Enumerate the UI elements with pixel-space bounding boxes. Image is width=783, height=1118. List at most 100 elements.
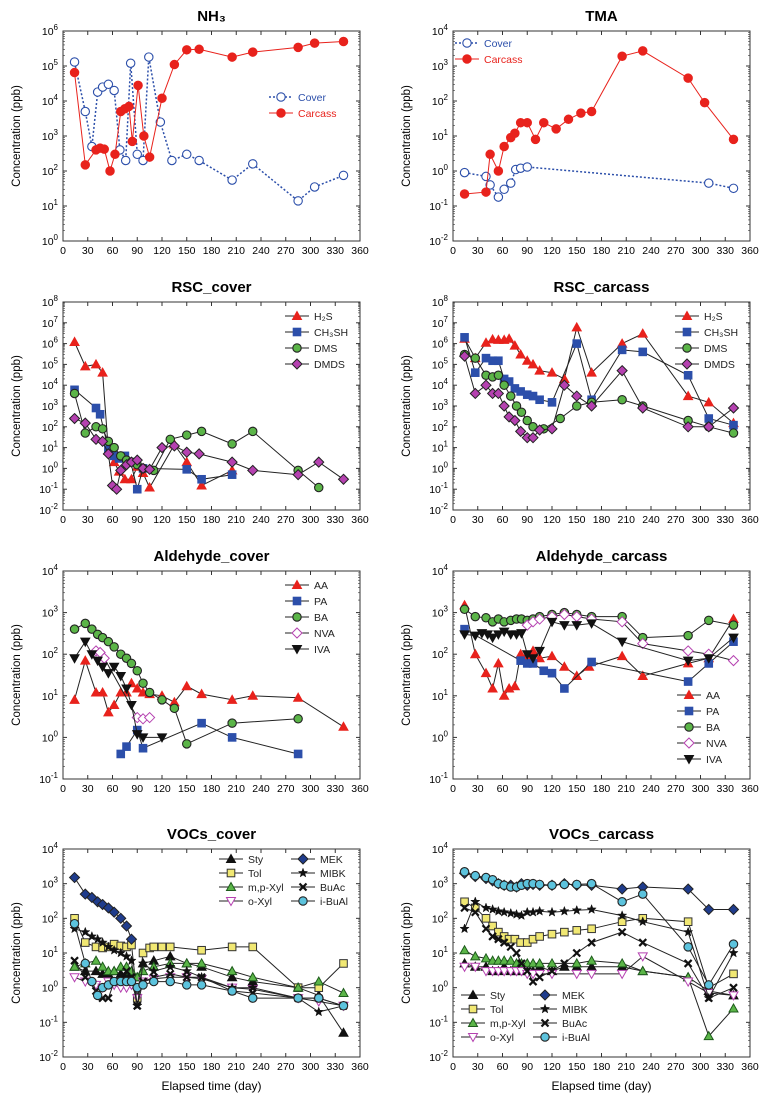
legend-marker <box>291 627 303 639</box>
x-tick-label: 330 <box>326 245 344 257</box>
y-tick-base: 10 <box>432 166 444 178</box>
legend: AA PA BA NVA IVA <box>677 689 727 766</box>
data-point <box>226 971 238 982</box>
data-point <box>560 927 569 937</box>
data-point <box>617 897 627 907</box>
data-point <box>132 149 143 160</box>
y-tick-label: 103 <box>432 398 449 413</box>
data-point <box>69 57 80 67</box>
data-point <box>138 678 148 689</box>
data-point <box>90 955 102 965</box>
data-point <box>80 958 91 969</box>
data-point <box>247 971 259 982</box>
y-tick-exponent: 0 <box>444 980 449 989</box>
data-point <box>515 348 527 359</box>
data-point <box>459 604 470 615</box>
y-tick-base: 10 <box>39 1017 51 1029</box>
x-tick-label: 90 <box>521 245 533 257</box>
data-point <box>126 658 137 669</box>
data-point <box>116 749 126 759</box>
y-axis-title: Concentration (ppb) <box>401 355 413 457</box>
y-tick-base: 10 <box>429 484 441 496</box>
data-point <box>470 353 481 363</box>
data-point <box>227 942 237 952</box>
data-point <box>110 149 120 160</box>
data-point <box>69 961 80 971</box>
data-point <box>547 398 557 407</box>
x-tick-label: 300 <box>692 245 710 257</box>
y-tick-label: 102 <box>432 419 449 434</box>
data-point <box>196 688 207 699</box>
series-line <box>464 872 734 910</box>
data-point <box>197 972 206 982</box>
data-point <box>181 965 193 976</box>
data-point <box>509 680 521 691</box>
legend-marker <box>467 1033 479 1043</box>
data-point <box>586 619 597 629</box>
data-point <box>92 933 103 944</box>
data-point <box>512 948 521 958</box>
legend-label: DMDS <box>314 359 345 371</box>
legend-label: MIBK <box>320 868 346 880</box>
y-tick-base: 10 <box>42 608 54 620</box>
series-line <box>74 341 233 489</box>
data-point <box>460 333 469 342</box>
legend-item: CH₃SH <box>285 327 348 339</box>
data-point <box>637 965 649 976</box>
data-point <box>196 980 207 990</box>
series-Carcass <box>459 46 739 199</box>
x-tick-label: 180 <box>593 245 611 257</box>
y-tick-label: 102 <box>432 910 449 925</box>
legend-item: Cover <box>455 38 513 50</box>
legend-label: Cover <box>298 92 327 104</box>
x-tick-label: 60 <box>497 783 509 795</box>
x-tick-label: 60 <box>107 514 119 526</box>
data-point <box>699 97 710 108</box>
data-point <box>226 456 238 468</box>
data-point <box>132 1001 142 1011</box>
series-IVA <box>69 637 168 743</box>
legend-marker <box>225 897 237 907</box>
y-tick-base: 10 <box>432 983 444 995</box>
legend-item: DMDS <box>285 358 345 371</box>
x-tick-label: 150 <box>568 514 586 526</box>
y-tick-base: 10 <box>432 61 444 73</box>
x-tick-label: 270 <box>277 245 295 257</box>
data-point <box>551 124 561 134</box>
data-point <box>576 108 586 118</box>
series-m,p-Xyl <box>69 955 349 998</box>
legend-label: m,p-Xyl <box>248 882 284 894</box>
x-tick-label: 300 <box>302 245 320 257</box>
legend-label: DMS <box>314 343 337 355</box>
data-point <box>534 652 545 663</box>
x-tick-label: 90 <box>131 1061 143 1073</box>
y-tick-exponent: 0 <box>54 233 59 242</box>
y-tick-exponent: -1 <box>51 1014 59 1023</box>
x-tick-label: 240 <box>642 1061 660 1073</box>
legend-item: MEK <box>533 989 585 1002</box>
x-tick-label: 90 <box>131 514 143 526</box>
data-point <box>493 192 504 202</box>
legend-label: IVA <box>314 644 330 656</box>
legend-item: DMS <box>675 343 727 355</box>
legend-label: BuAc <box>320 882 345 894</box>
x-tick-label: 360 <box>741 783 759 795</box>
data-point <box>493 657 504 668</box>
legend-marker <box>684 722 694 732</box>
legend-item: Tol <box>219 868 261 880</box>
x-tick-label: 30 <box>82 245 94 257</box>
y-tick-exponent: 3 <box>54 398 59 407</box>
x-tick-label: 330 <box>326 514 344 526</box>
data-point <box>182 739 192 749</box>
data-point <box>547 929 557 939</box>
y-tick-label: 10-1 <box>429 771 448 786</box>
legend-marker <box>539 989 551 1001</box>
data-point <box>487 633 498 644</box>
y-tick-base: 10 <box>42 443 54 455</box>
data-point <box>637 328 649 338</box>
y-tick-base: 10 <box>432 732 444 744</box>
data-point <box>109 442 119 453</box>
legend-label: Carcass <box>298 108 337 120</box>
data-point <box>102 448 115 460</box>
legend-label: BA <box>706 722 720 734</box>
